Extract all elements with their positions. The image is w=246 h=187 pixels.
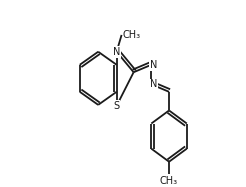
Text: CH₃: CH₃ — [160, 176, 178, 186]
Text: S: S — [114, 101, 120, 111]
Text: N: N — [113, 47, 120, 57]
Text: CH₃: CH₃ — [123, 30, 140, 40]
Text: N: N — [150, 60, 157, 70]
Text: N: N — [150, 79, 157, 89]
